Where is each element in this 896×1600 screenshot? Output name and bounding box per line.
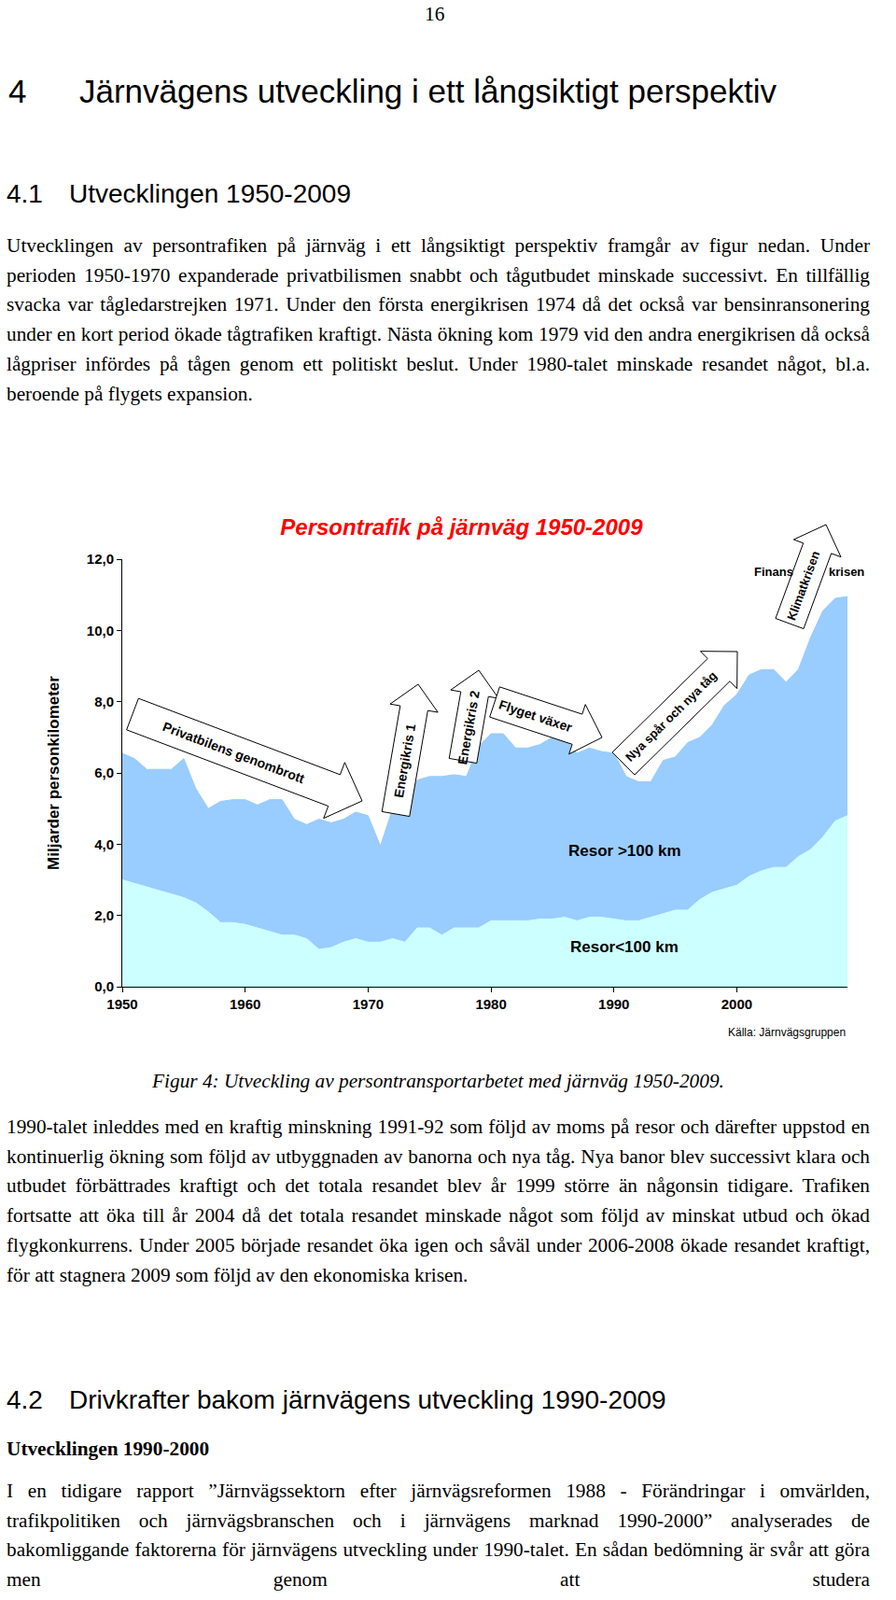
html-text:4.2: 4.2 bbox=[6, 1385, 43, 1414]
html-text:Figur 4: Utveckling av persont: Figur 4: Utveckling av persontransportar… bbox=[152, 1069, 725, 1092]
html-text:Utvecklingen 1950-2009: Utvecklingen 1950-2009 bbox=[69, 179, 351, 209]
html-text:Drivkrafter bakom järnvägens u: Drivkrafter bakom järnvägens utveckling … bbox=[69, 1385, 667, 1414]
svg-text:Resor<100 km: Resor<100 km bbox=[570, 938, 679, 956]
html-text:I en tidigare rapport ”Järnväg: I en tidigare rapport ”Järnvägssektorn e… bbox=[6, 1479, 870, 1591]
svg-text:Miljarder personkilometer: Miljarder personkilometer bbox=[44, 675, 63, 870]
svg-text:4,0: 4,0 bbox=[94, 836, 114, 853]
svg-text:8,0: 8,0 bbox=[94, 693, 114, 710]
html-text:16: 16 bbox=[424, 2, 445, 26]
html-text:Utvecklingen av persontrafiken: Utvecklingen av persontrafiken på järnvä… bbox=[6, 234, 870, 405]
svg-text:Energikris 2: Energikris 2 bbox=[454, 688, 483, 766]
svg-text:Källa: Järnvägsgruppen: Källa: Järnvägsgruppen bbox=[728, 1025, 846, 1039]
svg-text:2000: 2000 bbox=[721, 995, 753, 1012]
svg-text:Resor >100 km: Resor >100 km bbox=[568, 841, 682, 860]
svg-text:Privatbilens genombrott: Privatbilens genombrott bbox=[160, 718, 308, 786]
svg-text:6,0: 6,0 bbox=[94, 764, 114, 781]
svg-text:12,0: 12,0 bbox=[86, 550, 114, 567]
html-text:Utvecklingen 1990-2000: Utvecklingen 1990-2000 bbox=[6, 1437, 210, 1460]
svg-text:1960: 1960 bbox=[229, 995, 261, 1012]
svg-text:2,0: 2,0 bbox=[94, 907, 114, 924]
html-text:1990-talet inleddes med en kra: 1990-talet inleddes med en kraftig minsk… bbox=[6, 1115, 870, 1286]
svg-text:1990: 1990 bbox=[598, 995, 630, 1012]
svg-text:Energikris 1: Energikris 1 bbox=[391, 722, 419, 799]
svg-text:Nya spår och nya tåg: Nya spår och nya tåg bbox=[622, 668, 720, 764]
html-text:4: 4 bbox=[8, 72, 27, 110]
html-text:4.1: 4.1 bbox=[6, 179, 43, 209]
svg-text:1970: 1970 bbox=[352, 995, 384, 1012]
svg-text:10,0: 10,0 bbox=[86, 622, 114, 639]
svg-text:Finans: Finans bbox=[754, 564, 794, 579]
svg-text:Persontrafik på järnväg 1950-2: Persontrafik på järnväg 1950-2009 bbox=[280, 514, 644, 540]
svg-text:krisen: krisen bbox=[828, 564, 865, 579]
svg-text:1950: 1950 bbox=[106, 995, 138, 1012]
html-text:Järnvägens utveckling i ett lå: Järnvägens utveckling i ett långsiktigt … bbox=[79, 72, 777, 110]
svg-text:Klimatkrisen: Klimatkrisen bbox=[784, 548, 823, 622]
svg-text:0,0: 0,0 bbox=[94, 978, 114, 994]
svg-text:1980: 1980 bbox=[475, 995, 506, 1012]
svg-text:Flyget växer: Flyget växer bbox=[496, 696, 574, 735]
